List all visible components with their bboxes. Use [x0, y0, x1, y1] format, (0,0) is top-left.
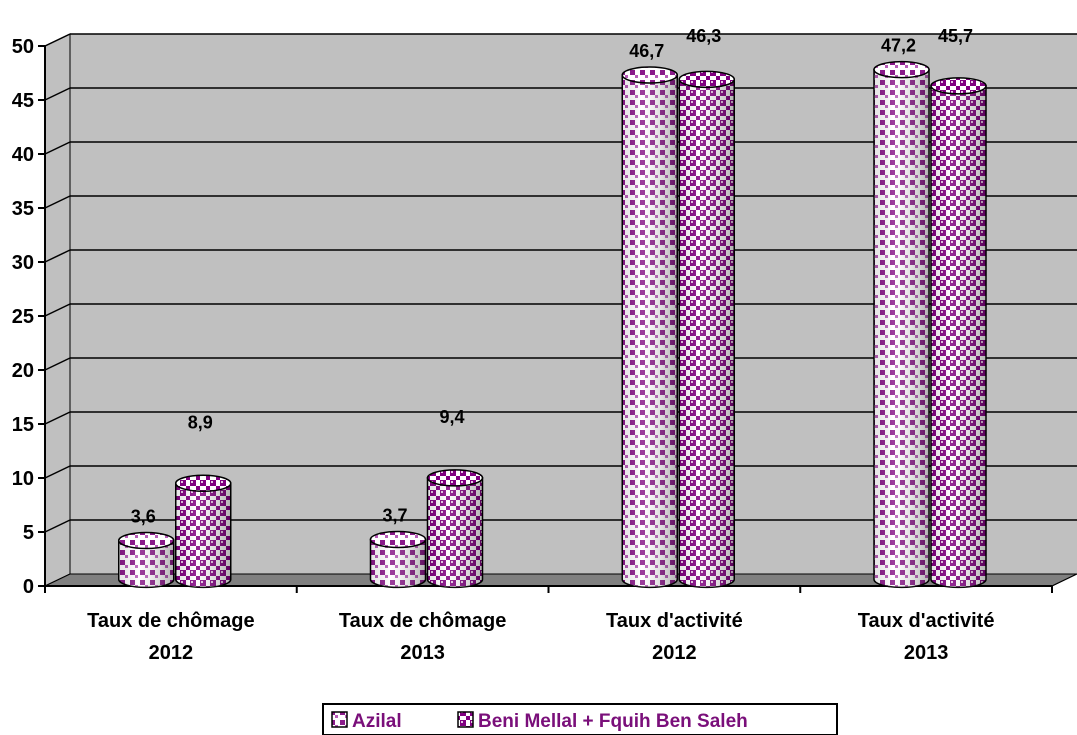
legend-label-azilal: Azilal — [352, 711, 402, 732]
bar-top — [175, 474, 232, 493]
gridline-side — [44, 33, 71, 47]
y-tick-label: 35 — [12, 198, 34, 220]
y-tick-label: 25 — [12, 306, 34, 328]
legend-box — [322, 703, 838, 735]
legend: Azilal Beni Mellal + Fquih Ben Saleh — [322, 703, 838, 735]
data-label: 8,9 — [188, 412, 213, 432]
category-label: Taux de chômage — [87, 610, 254, 632]
x-axis-ticks — [44, 586, 1053, 593]
category-label: Taux de chômage — [339, 610, 506, 632]
bar-top — [118, 531, 175, 550]
gridline-side — [44, 519, 71, 533]
gridline-side — [44, 357, 71, 371]
bar-top — [930, 77, 987, 95]
category-label: 2013 — [400, 642, 445, 664]
bar-shading — [118, 540, 174, 588]
bar-top — [621, 66, 678, 84]
bar-shading — [931, 85, 986, 588]
y-tick-label: 40 — [12, 144, 34, 166]
bar-top — [873, 60, 930, 79]
legend-item-beni-mellal: Beni Mellal + Fquih Ben Saleh — [457, 711, 748, 732]
legend-swatch-beni-mellal — [457, 711, 474, 728]
bar-beni-mellal-3 — [930, 77, 987, 589]
x-axis-line-back — [1051, 573, 1077, 587]
y-tick-label: 5 — [23, 522, 34, 544]
bar-shading — [679, 79, 735, 588]
y-tick-label: 10 — [12, 468, 34, 490]
gridline-side — [44, 411, 71, 425]
category-label: 2012 — [652, 642, 697, 664]
bar-top — [426, 469, 484, 487]
bar-azilal-1 — [369, 530, 427, 589]
bar-beni-mellal-0 — [175, 474, 232, 589]
y-tick-label: 30 — [12, 252, 34, 274]
y-axis-ticks: 0 5 10 15 20 25 30 35 40 45 50 — [12, 36, 45, 598]
gridline-side — [44, 303, 71, 317]
category-label: Taux d'activité — [858, 610, 995, 632]
legend-swatch-azilal — [331, 711, 348, 728]
y-tick-label: 15 — [12, 414, 34, 436]
category-label: 2013 — [904, 642, 949, 664]
category-label: Taux d'activité — [606, 610, 743, 632]
bar-beni-mellal-2 — [678, 70, 735, 589]
gridline-side — [44, 249, 71, 263]
bar-shading — [622, 75, 678, 588]
y-tick-label: 0 — [23, 576, 34, 598]
legend-label-beni-mellal: Beni Mellal + Fquih Ben Saleh — [478, 711, 748, 732]
legend-item-azilal: Azilal — [331, 711, 402, 732]
bar-azilal-2 — [621, 66, 678, 589]
bar-top — [678, 70, 735, 89]
bar-top — [369, 530, 427, 549]
data-label: 46,7 — [629, 41, 664, 61]
data-labels: 3,6 8,9 3,7 9,4 46,7 46,3 47,2 45,7 — [131, 26, 973, 527]
bar-shading — [874, 69, 929, 588]
data-label: 3,7 — [382, 505, 407, 525]
gridline-side — [44, 195, 71, 209]
gridline-side — [44, 87, 71, 101]
category-labels: Taux de chômage 2012 Taux de chômage 2013 Ta… — [87, 610, 994, 664]
bars — [118, 60, 987, 589]
bar-shading — [427, 477, 483, 588]
y-tick-label: 50 — [12, 36, 34, 58]
bar-shading — [175, 483, 231, 588]
data-label: 9,4 — [439, 407, 464, 427]
gridline-side — [44, 141, 71, 155]
y-tick-label: 20 — [12, 360, 34, 382]
data-label: 47,2 — [881, 36, 916, 56]
y-tick-label: 45 — [12, 90, 34, 112]
category-label: 2012 — [149, 642, 194, 664]
data-label: 46,3 — [686, 26, 721, 46]
bar-azilal-0 — [118, 531, 175, 589]
bar-beni-mellal-1 — [426, 469, 484, 589]
gridline-side — [44, 465, 71, 479]
data-label: 45,7 — [938, 26, 973, 46]
bar-azilal-3 — [873, 60, 930, 589]
bar-shading — [370, 539, 426, 588]
data-label: 3,6 — [131, 507, 156, 527]
